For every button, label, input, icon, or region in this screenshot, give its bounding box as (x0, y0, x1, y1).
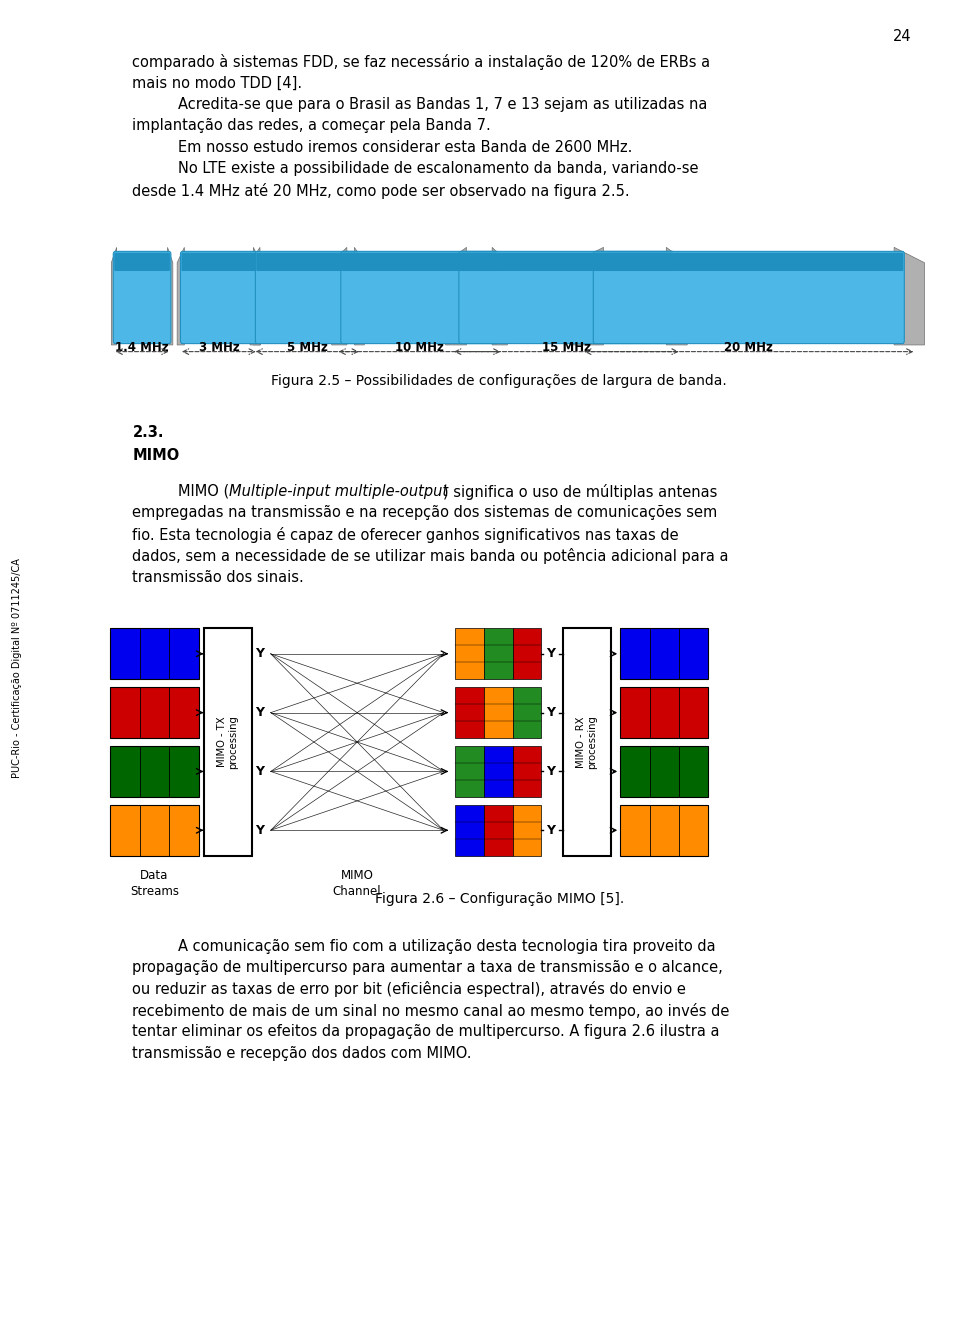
Bar (204, 628, 252, 856)
Bar (484, 746, 513, 797)
Polygon shape (178, 247, 184, 345)
Bar (455, 628, 484, 679)
Bar (620, 805, 708, 856)
Polygon shape (666, 247, 687, 345)
Text: 2.3.: 2.3. (132, 425, 164, 440)
Text: 3 MHz: 3 MHz (199, 341, 239, 354)
Text: recebimento de mais de um sinal no mesmo canal ao mesmo tempo, ao invés de: recebimento de mais de um sinal no mesmo… (132, 1003, 730, 1019)
Text: No LTE existe a possibilidade de escalonamento da banda, variando-se: No LTE existe a possibilidade de escalon… (178, 162, 698, 176)
Text: desde 1.4 MHz até 20 MHz, como pode ser observado na figura 2.5.: desde 1.4 MHz até 20 MHz, como pode ser … (132, 182, 630, 198)
Bar (484, 805, 513, 856)
Text: Y: Y (254, 824, 264, 837)
Text: Acredita-se que para o Brasil as Bandas 1, 7 e 13 sejam as utilizadas na: Acredita-se que para o Brasil as Bandas … (178, 98, 707, 112)
Bar (513, 746, 541, 797)
Bar (110, 628, 199, 679)
Bar (455, 687, 484, 738)
FancyBboxPatch shape (114, 253, 170, 271)
FancyBboxPatch shape (342, 253, 497, 271)
Text: tentar eliminar os efeitos da propagação de multipercurso. A figura 2.6 ilustra : tentar eliminar os efeitos da propagação… (132, 1024, 720, 1039)
Text: MIMO - RX
processing: MIMO - RX processing (576, 715, 597, 769)
FancyBboxPatch shape (113, 251, 171, 344)
Polygon shape (492, 247, 508, 345)
Text: ou reduzir as taxas de erro por bit (eficiência espectral), através do envio e: ou reduzir as taxas de erro por bit (efi… (132, 981, 686, 997)
Text: empregadas na transmissão e na recepção dos sistemas de comunicações sem: empregadas na transmissão e na recepção … (132, 505, 718, 520)
Text: Y: Y (546, 765, 556, 778)
Text: Y: Y (546, 706, 556, 719)
Text: MIMO
Channel: MIMO Channel (333, 869, 381, 898)
Text: Multiple-input multiple-output: Multiple-input multiple-output (229, 484, 448, 499)
Text: Y: Y (546, 647, 556, 660)
Polygon shape (251, 247, 260, 345)
Text: comparado à sistemas FDD, se faz necessário a instalação de 120% de ERBs a: comparado à sistemas FDD, se faz necessá… (132, 53, 710, 70)
Polygon shape (331, 247, 347, 345)
FancyBboxPatch shape (341, 251, 498, 344)
Bar (110, 687, 199, 738)
Text: ) significa o uso de múltiplas antenas: ) significa o uso de múltiplas antenas (443, 484, 717, 500)
Polygon shape (354, 247, 364, 345)
Text: 24: 24 (893, 29, 911, 44)
Polygon shape (167, 247, 173, 345)
Text: implantação das redes, a começar pela Banda 7.: implantação das redes, a começar pela Ba… (132, 119, 492, 134)
Bar (455, 746, 484, 797)
Text: Figura 2.6 – Configuração MIMO [5].: Figura 2.6 – Configuração MIMO [5]. (374, 892, 624, 905)
Text: transmissão e recepção dos dados com MIMO.: transmissão e recepção dos dados com MIM… (132, 1046, 472, 1060)
Text: fio. Esta tecnologia é capaz de oferecer ganhos significativos nas taxas de: fio. Esta tecnologia é capaz de oferecer… (132, 527, 679, 543)
Text: 15 MHz: 15 MHz (541, 341, 591, 354)
FancyBboxPatch shape (255, 251, 359, 344)
Bar (620, 746, 708, 797)
Text: 10 MHz: 10 MHz (396, 341, 444, 354)
Polygon shape (573, 247, 604, 345)
Bar (513, 805, 541, 856)
Text: MIMO - TX
processing: MIMO - TX processing (217, 715, 238, 769)
Text: transmissão dos sinais.: transmissão dos sinais. (132, 570, 304, 584)
Text: dados, sem a necessidade de se utilizar mais banda ou potência adicional para a: dados, sem a necessidade de se utilizar … (132, 548, 729, 564)
Polygon shape (894, 247, 924, 345)
Text: Em nosso estudo iremos considerar esta Banda de 2600 MHz.: Em nosso estudo iremos considerar esta B… (178, 140, 632, 155)
FancyBboxPatch shape (256, 253, 358, 271)
Text: 5 MHz: 5 MHz (287, 341, 327, 354)
Bar (110, 805, 199, 856)
Text: 20 MHz: 20 MHz (725, 341, 773, 354)
Text: MIMO: MIMO (132, 448, 180, 463)
Polygon shape (253, 247, 260, 345)
Text: Figura 2.5 – Possibilidades de configurações de largura de banda.: Figura 2.5 – Possibilidades de configura… (272, 374, 727, 388)
Text: Y: Y (254, 647, 264, 660)
FancyBboxPatch shape (460, 253, 673, 271)
Bar (620, 628, 708, 679)
Bar (110, 746, 199, 797)
Text: PUC-Rio - Certificação Digital Nº 0711245/CA: PUC-Rio - Certificação Digital Nº 071124… (12, 559, 22, 778)
Text: Data
Streams: Data Streams (130, 869, 180, 898)
FancyBboxPatch shape (594, 253, 903, 271)
Bar (513, 687, 541, 738)
Bar (563, 628, 611, 856)
FancyBboxPatch shape (459, 251, 674, 344)
Polygon shape (445, 247, 467, 345)
Bar (455, 805, 484, 856)
FancyBboxPatch shape (181, 253, 256, 271)
Bar (513, 628, 541, 679)
Text: Y: Y (254, 706, 264, 719)
Text: A comunicação sem fio com a utilização desta tecnologia tira proveito da: A comunicação sem fio com a utilização d… (178, 939, 715, 953)
FancyBboxPatch shape (180, 251, 257, 344)
Text: 1.4 MHz: 1.4 MHz (115, 341, 169, 354)
Text: propagação de multipercurso para aumentar a taxa de transmissão e o alcance,: propagação de multipercurso para aumenta… (132, 960, 723, 975)
Bar (620, 687, 708, 738)
Bar (484, 687, 513, 738)
Text: MIMO (: MIMO ( (178, 484, 228, 499)
Polygon shape (111, 247, 117, 345)
Text: Y: Y (546, 824, 556, 837)
Text: mais no modo TDD [4].: mais no modo TDD [4]. (132, 76, 302, 91)
Text: Y: Y (254, 765, 264, 778)
Bar (484, 628, 513, 679)
FancyBboxPatch shape (593, 251, 904, 344)
